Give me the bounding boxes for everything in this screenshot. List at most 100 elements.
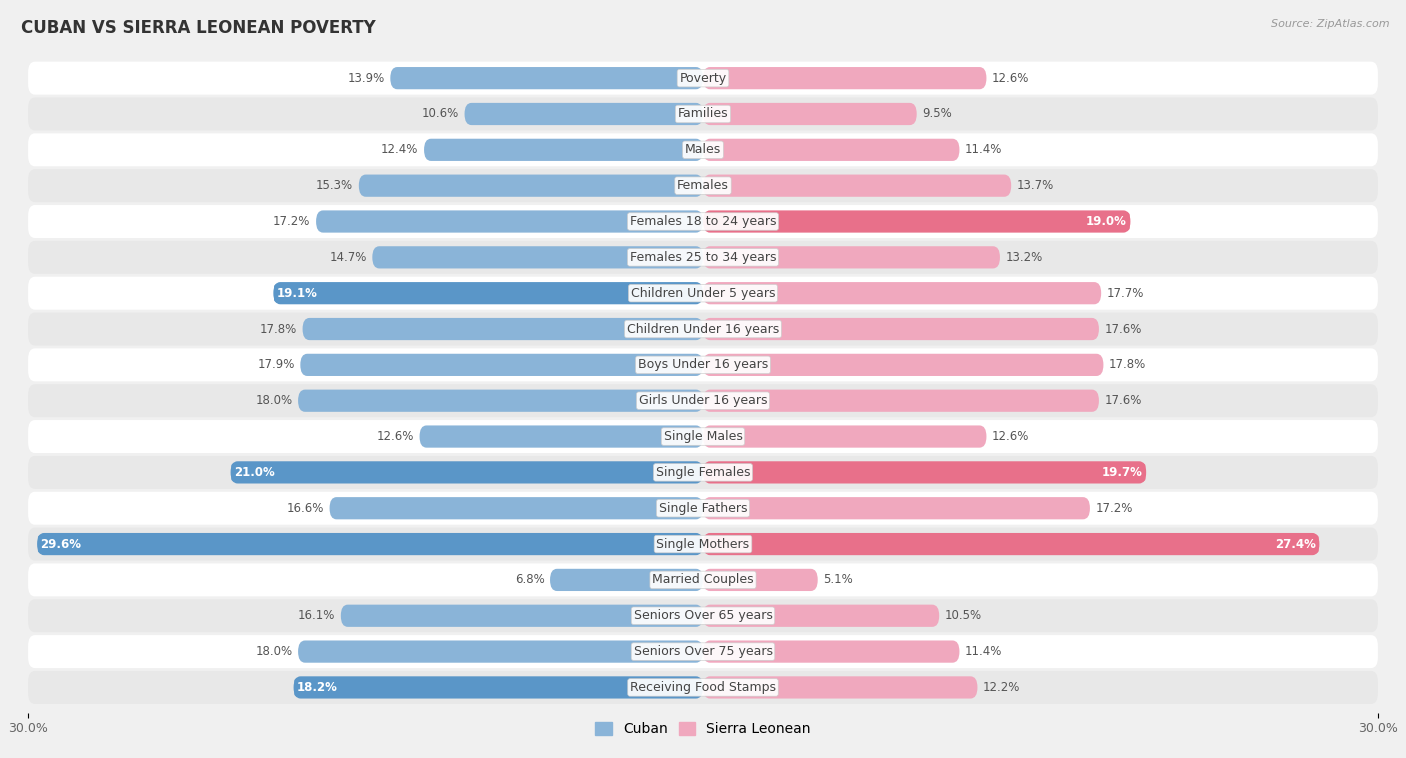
Text: Boys Under 16 years: Boys Under 16 years: [638, 359, 768, 371]
Text: 5.1%: 5.1%: [824, 573, 853, 587]
FancyBboxPatch shape: [703, 605, 939, 627]
FancyBboxPatch shape: [28, 98, 1378, 130]
FancyBboxPatch shape: [28, 671, 1378, 704]
Text: Males: Males: [685, 143, 721, 156]
FancyBboxPatch shape: [359, 174, 703, 197]
FancyBboxPatch shape: [28, 563, 1378, 597]
Text: 17.8%: 17.8%: [1109, 359, 1146, 371]
Text: 13.9%: 13.9%: [347, 72, 385, 85]
Text: 18.0%: 18.0%: [256, 645, 292, 658]
FancyBboxPatch shape: [703, 174, 1011, 197]
FancyBboxPatch shape: [28, 420, 1378, 453]
FancyBboxPatch shape: [425, 139, 703, 161]
FancyBboxPatch shape: [703, 676, 977, 699]
FancyBboxPatch shape: [703, 282, 1101, 304]
FancyBboxPatch shape: [37, 533, 703, 555]
FancyBboxPatch shape: [373, 246, 703, 268]
Text: Females: Females: [678, 179, 728, 193]
FancyBboxPatch shape: [28, 456, 1378, 489]
Text: 15.3%: 15.3%: [316, 179, 353, 193]
FancyBboxPatch shape: [28, 169, 1378, 202]
Text: 27.4%: 27.4%: [1275, 537, 1316, 550]
Text: 11.4%: 11.4%: [965, 645, 1002, 658]
Text: Poverty: Poverty: [679, 72, 727, 85]
Text: 17.2%: 17.2%: [273, 215, 311, 228]
Text: 13.7%: 13.7%: [1017, 179, 1054, 193]
Text: 21.0%: 21.0%: [233, 466, 274, 479]
Text: Receiving Food Stamps: Receiving Food Stamps: [630, 681, 776, 694]
FancyBboxPatch shape: [703, 533, 1319, 555]
FancyBboxPatch shape: [28, 205, 1378, 238]
Text: 17.6%: 17.6%: [1105, 323, 1142, 336]
FancyBboxPatch shape: [703, 568, 818, 591]
Text: 18.0%: 18.0%: [256, 394, 292, 407]
Text: Families: Families: [678, 108, 728, 121]
FancyBboxPatch shape: [703, 425, 987, 448]
FancyBboxPatch shape: [28, 312, 1378, 346]
FancyBboxPatch shape: [28, 635, 1378, 668]
Text: Single Fathers: Single Fathers: [659, 502, 747, 515]
FancyBboxPatch shape: [703, 139, 959, 161]
FancyBboxPatch shape: [703, 641, 959, 662]
Text: 12.6%: 12.6%: [993, 72, 1029, 85]
Text: Females 18 to 24 years: Females 18 to 24 years: [630, 215, 776, 228]
Text: Children Under 16 years: Children Under 16 years: [627, 323, 779, 336]
FancyBboxPatch shape: [302, 318, 703, 340]
Text: Seniors Over 65 years: Seniors Over 65 years: [634, 609, 772, 622]
FancyBboxPatch shape: [28, 349, 1378, 381]
FancyBboxPatch shape: [391, 67, 703, 89]
Text: 13.2%: 13.2%: [1005, 251, 1043, 264]
FancyBboxPatch shape: [329, 497, 703, 519]
Legend: Cuban, Sierra Leonean: Cuban, Sierra Leonean: [589, 717, 817, 742]
FancyBboxPatch shape: [703, 67, 987, 89]
FancyBboxPatch shape: [316, 211, 703, 233]
FancyBboxPatch shape: [294, 676, 703, 699]
Text: Seniors Over 75 years: Seniors Over 75 years: [634, 645, 772, 658]
Text: Single Males: Single Males: [664, 430, 742, 443]
FancyBboxPatch shape: [703, 246, 1000, 268]
FancyBboxPatch shape: [464, 103, 703, 125]
FancyBboxPatch shape: [340, 605, 703, 627]
FancyBboxPatch shape: [28, 492, 1378, 525]
FancyBboxPatch shape: [28, 384, 1378, 417]
FancyBboxPatch shape: [301, 354, 703, 376]
Text: 17.6%: 17.6%: [1105, 394, 1142, 407]
Text: Girls Under 16 years: Girls Under 16 years: [638, 394, 768, 407]
FancyBboxPatch shape: [273, 282, 703, 304]
FancyBboxPatch shape: [703, 390, 1099, 412]
FancyBboxPatch shape: [550, 568, 703, 591]
FancyBboxPatch shape: [28, 61, 1378, 95]
Text: 14.7%: 14.7%: [329, 251, 367, 264]
FancyBboxPatch shape: [28, 277, 1378, 310]
FancyBboxPatch shape: [703, 103, 917, 125]
Text: CUBAN VS SIERRA LEONEAN POVERTY: CUBAN VS SIERRA LEONEAN POVERTY: [21, 19, 375, 37]
Text: 18.2%: 18.2%: [297, 681, 337, 694]
Text: 19.1%: 19.1%: [277, 287, 318, 299]
Text: Single Mothers: Single Mothers: [657, 537, 749, 550]
Text: 10.5%: 10.5%: [945, 609, 981, 622]
Text: 12.6%: 12.6%: [377, 430, 413, 443]
Text: 11.4%: 11.4%: [965, 143, 1002, 156]
Text: 17.8%: 17.8%: [260, 323, 297, 336]
FancyBboxPatch shape: [28, 528, 1378, 561]
FancyBboxPatch shape: [28, 600, 1378, 632]
Text: 12.4%: 12.4%: [381, 143, 419, 156]
Text: 29.6%: 29.6%: [41, 537, 82, 550]
Text: 19.0%: 19.0%: [1087, 215, 1128, 228]
Text: 17.2%: 17.2%: [1095, 502, 1133, 515]
FancyBboxPatch shape: [231, 462, 703, 484]
FancyBboxPatch shape: [703, 462, 1146, 484]
Text: 16.1%: 16.1%: [298, 609, 335, 622]
Text: Single Females: Single Females: [655, 466, 751, 479]
Text: 17.9%: 17.9%: [257, 359, 295, 371]
FancyBboxPatch shape: [703, 318, 1099, 340]
FancyBboxPatch shape: [298, 390, 703, 412]
FancyBboxPatch shape: [419, 425, 703, 448]
FancyBboxPatch shape: [703, 354, 1104, 376]
Text: 12.6%: 12.6%: [993, 430, 1029, 443]
Text: 12.2%: 12.2%: [983, 681, 1021, 694]
Text: 19.7%: 19.7%: [1102, 466, 1143, 479]
Text: Females 25 to 34 years: Females 25 to 34 years: [630, 251, 776, 264]
Text: 6.8%: 6.8%: [515, 573, 544, 587]
FancyBboxPatch shape: [703, 211, 1130, 233]
